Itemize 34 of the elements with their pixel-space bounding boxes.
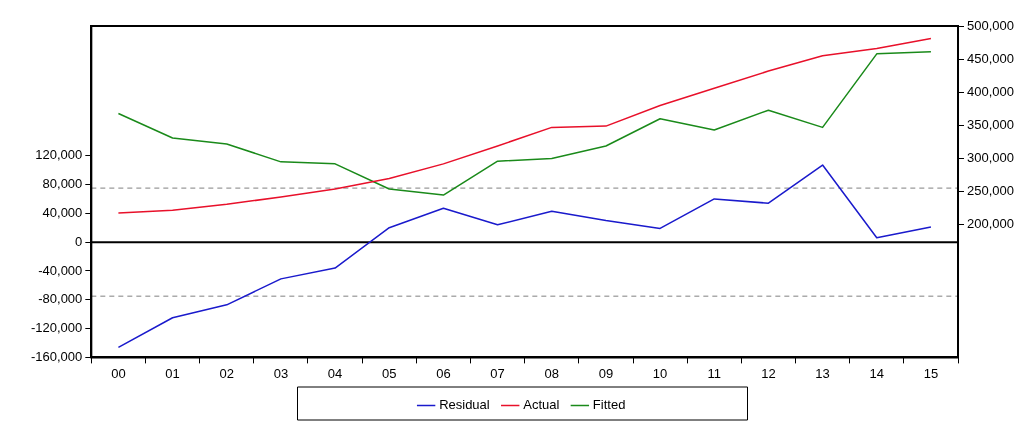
x-tick-label: 09 — [598, 365, 614, 381]
x-tick-label: 11 — [707, 365, 721, 381]
y2-tick-label: 300,000 — [967, 150, 1015, 166]
x-tick-label: 01 — [165, 365, 180, 381]
y-tick-label: 120,000 — [35, 147, 83, 163]
y2-tick-label: 250,000 — [967, 183, 1015, 199]
legend-label: Actual — [523, 397, 560, 413]
y-tick-label: 40,000 — [42, 204, 83, 220]
x-tick-label: 06 — [436, 365, 451, 381]
x-tick-label: 03 — [273, 365, 289, 381]
x-tick-label: 10 — [652, 365, 668, 381]
x-tick-label: 14 — [869, 365, 884, 381]
y2-tick-label: 450,000 — [967, 50, 1015, 66]
y2-tick-label: 350,000 — [967, 117, 1015, 132]
x-tick-label: 13 — [815, 365, 830, 381]
y2-tick-label: 400,000 — [967, 83, 1015, 99]
y-tick-label: -40,000 — [38, 262, 83, 278]
legend-label: Residual — [439, 397, 490, 413]
y-tick-label: 0 — [75, 233, 83, 249]
x-tick-label: 07 — [490, 365, 505, 381]
x-tick-label: 04 — [327, 365, 343, 381]
y-tick-label: -160,000 — [30, 348, 83, 364]
x-tick-label: 02 — [219, 365, 234, 381]
y-tick-label: -120,000 — [30, 320, 83, 336]
y-tick-label: -80,000 — [38, 291, 83, 307]
legend-label: Fitted — [592, 397, 626, 413]
x-tick-label: 05 — [382, 365, 397, 381]
y2-tick-label: 200,000 — [967, 216, 1015, 232]
x-tick-label: 08 — [544, 365, 559, 381]
x-tick-label: 12 — [761, 365, 776, 381]
x-tick-label: 00 — [111, 365, 126, 381]
y2-tick-label: 500,000 — [967, 17, 1015, 33]
x-tick-label: 15 — [923, 365, 939, 381]
y-tick-label: 80,000 — [42, 176, 83, 192]
